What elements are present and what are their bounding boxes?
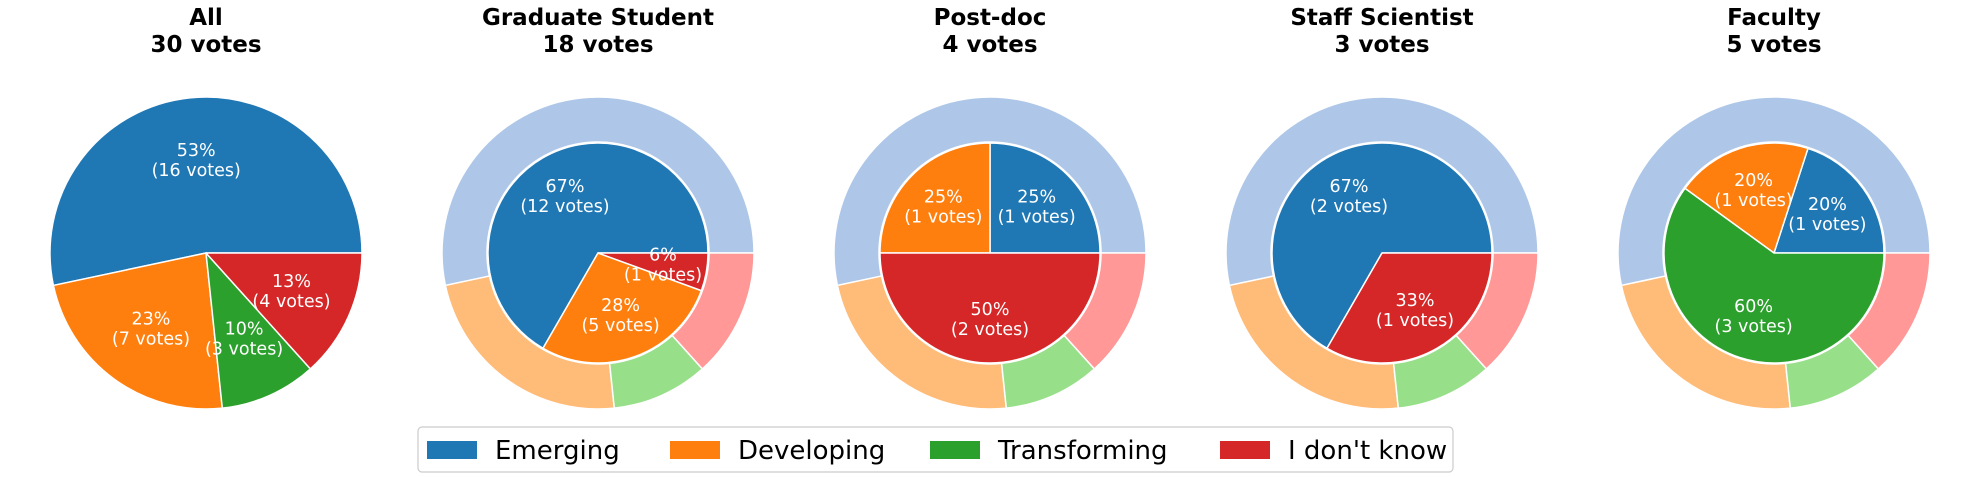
legend-swatch-i-don-t-know (1220, 441, 1270, 459)
outer-ring-slice-i-don-t-know (1847, 252, 1931, 370)
chart-subtitle: 4 votes (942, 32, 1037, 58)
pie-slice-developing (1684, 142, 1809, 254)
slice-label-i-don-t-know: 50% (2 votes) (951, 300, 1029, 340)
slice-label-developing: 25% (1 votes) (904, 187, 982, 227)
slice-label-emerging: 53% (16 votes) (152, 141, 241, 181)
pie-slice-i-don-t-know (879, 252, 1101, 364)
pie-slice-developing (542, 252, 703, 364)
slice-label-transforming: 60% (3 votes) (1715, 297, 1793, 337)
legend-label-transforming: Transforming (997, 436, 1168, 466)
pie-slice-developing (52, 252, 224, 410)
outer-ring-slice-i-don-t-know (1455, 252, 1539, 370)
pie-slice-transforming (1663, 187, 1885, 364)
outer-ring-slice-emerging (1617, 96, 1931, 287)
outer-ring-slice-emerging (1225, 96, 1539, 287)
legend-swatch-developing (670, 441, 720, 459)
slice-label-transforming: 10% (3 votes) (205, 320, 283, 360)
legend-swatch-transforming (930, 441, 980, 459)
pie-slice-i-don-t-know (597, 252, 709, 292)
chart-title: All (189, 5, 223, 31)
chart-title: Graduate Student (482, 5, 714, 31)
pie-slice-emerging (1773, 147, 1885, 254)
legend-label-emerging: Emerging (495, 436, 620, 466)
outer-ring-slice-emerging (833, 96, 1147, 287)
slice-label-developing: 28% (5 votes) (581, 296, 659, 336)
chart-subtitle: 30 votes (150, 32, 261, 58)
outer-ring-slice-i-don-t-know (671, 252, 755, 370)
pie-slice-i-don-t-know (1326, 252, 1493, 364)
pie-slice-transforming (205, 252, 312, 409)
slice-label-i-don-t-know: 33% (1 votes) (1376, 291, 1454, 331)
slice-label-developing: 20% (1 votes) (1715, 171, 1793, 211)
legend-label-developing: Developing (738, 436, 885, 466)
slice-label-emerging: 67% (2 votes) (1310, 177, 1388, 217)
pie-slice-i-don-t-know (205, 252, 363, 370)
chart-subtitle: 3 votes (1334, 32, 1429, 58)
slice-label-emerging: 67% (12 votes) (520, 177, 609, 217)
slice-label-emerging: 20% (1 votes) (1788, 195, 1866, 235)
chart-subtitle: 5 votes (1726, 32, 1821, 58)
pie-slice-emerging (1271, 142, 1493, 350)
slice-label-emerging: 25% (1 votes) (998, 187, 1076, 227)
slice-label-i-don-t-know: 6% (1 votes) (624, 245, 702, 285)
legend-label-i-don-t-know: I don't know (1288, 436, 1447, 466)
outer-ring-slice-i-don-t-know (1063, 252, 1147, 370)
legend-swatch-emerging (427, 441, 477, 459)
chart-title: Staff Scientist (1290, 5, 1473, 31)
pie-slice-emerging (49, 96, 363, 287)
pie-slice-emerging (989, 142, 1101, 254)
chart-title: Faculty (1727, 5, 1821, 31)
slice-label-i-don-t-know: 13% (4 votes) (252, 272, 330, 312)
legend: Emerging Developing Transforming I don't kn… (417, 426, 1454, 473)
pie-slice-developing (879, 142, 991, 254)
slice-label-developing: 23% (7 votes) (112, 310, 190, 350)
chart-subtitle: 18 votes (542, 32, 653, 58)
pie-slice-emerging (487, 142, 709, 350)
chart-title: Post-doc (934, 5, 1047, 31)
